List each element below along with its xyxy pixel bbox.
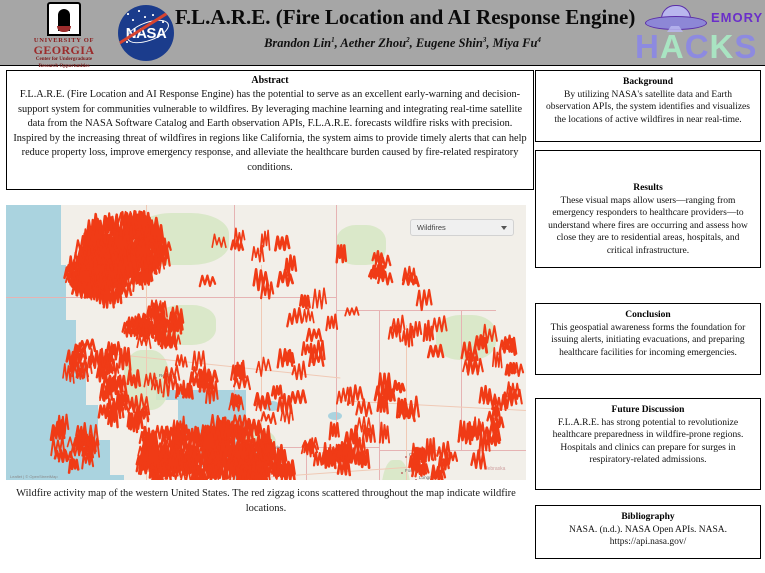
state-border xyxy=(234,205,235,297)
wildfire-map-figure: Medford Redding Chico Santa Rosa Sacrame… xyxy=(6,205,526,480)
author-list: Brandon Lin1, Aether Zhou2, Eugene Shin3… xyxy=(264,36,541,51)
conclusion-panel: Conclusion This geospatial awareness for… xyxy=(535,303,761,375)
uga-arch-icon xyxy=(47,2,81,36)
background-heading: Background xyxy=(623,77,673,87)
ufo-icon xyxy=(645,5,707,32)
page-title: F.L.A.R.E. (Fire Location and AI Respons… xyxy=(175,5,636,29)
lake xyxy=(328,412,342,420)
state-border xyxy=(379,450,526,451)
state-border xyxy=(6,297,336,298)
state-border xyxy=(461,310,462,450)
wildfire-map[interactable]: Medford Redding Chico Santa Rosa Sacrame… xyxy=(6,205,526,480)
poster-header: UNIVERSITY OF GEORGIA Center for Undergr… xyxy=(0,0,765,69)
nasa-wordmark: NASA xyxy=(125,25,167,42)
bibliography-heading: Bibliography xyxy=(621,512,675,522)
emory-wordmark: EMORY xyxy=(711,10,764,25)
uga-logo-line3: Center for Undergraduate xyxy=(35,57,93,62)
results-heading: Results xyxy=(633,183,663,193)
state-border xyxy=(336,310,496,311)
author-1: Brandon Lin1 xyxy=(264,36,335,51)
conclusion-body: This geospatial awareness forms the foun… xyxy=(550,323,746,358)
bibliography-body: NASA. (n.d.). NASA Open APIs. NASA. http… xyxy=(568,525,728,548)
city-label-ogden: Ogden xyxy=(269,445,283,450)
future-discussion-body: F.L.A.R.E. has strong potential to revol… xyxy=(552,418,744,466)
uga-logo-line1: UNIVERSITY OF xyxy=(33,37,95,44)
nasa-logo: NASA xyxy=(118,5,174,61)
author-3: Eugene Shin3 xyxy=(415,36,487,51)
state-label-nebraska: Nebraska xyxy=(484,466,506,472)
nasa-stars-icon xyxy=(118,5,174,61)
background-panel: Background By utilizing NASA's satellite… xyxy=(535,70,761,142)
uga-logo-line4: Research Opportunities xyxy=(38,64,90,69)
state-border xyxy=(306,447,307,480)
bibliography-panel: Bibliography NASA. (n.d.). NASA Open API… xyxy=(535,505,761,559)
map-caption: Wildfire activity map of the western Uni… xyxy=(16,488,516,515)
forest-region xyxy=(381,460,411,480)
conclusion-heading: Conclusion xyxy=(625,310,671,320)
abstract-body: F.L.A.R.E. (Fire Location and AI Respons… xyxy=(13,89,527,173)
wildfires-layer-label: Wildfires xyxy=(417,223,446,232)
title-block: F.L.A.R.E. (Fire Location and AI Respons… xyxy=(175,4,636,51)
city-label-longmont: Longmont xyxy=(419,475,440,480)
abstract-heading: Abstract xyxy=(251,75,289,86)
background-body: By utilizing NASA's satellite data and E… xyxy=(546,90,750,125)
lake xyxy=(264,401,280,411)
wildfires-layer-selector[interactable]: Wildfires xyxy=(410,219,514,236)
future-discussion-panel: Future Discussion F.L.A.R.E. has strong … xyxy=(535,398,761,490)
results-body: These visual maps allow users—ranging fr… xyxy=(548,196,748,256)
wildfire-marker-layer xyxy=(49,210,525,480)
author-4: Miya Fu4 xyxy=(492,36,541,51)
author-2: Aether Zhou2 xyxy=(340,36,410,51)
emory-hacks-logo: EMORY HACKS xyxy=(635,2,762,65)
map-attribution: Leaflet | © OpenStreetMap xyxy=(10,474,58,479)
chevron-down-icon[interactable] xyxy=(501,225,507,230)
results-panel: Results These visual maps allow users—ra… xyxy=(535,150,761,268)
uga-logo-line2: GEORGIA xyxy=(33,43,95,57)
uga-logo: UNIVERSITY OF GEORGIA Center for Undergr… xyxy=(18,2,110,69)
abstract-panel: Abstract F.L.A.R.E. (Fire Location and A… xyxy=(6,70,534,190)
future-discussion-heading: Future Discussion xyxy=(611,405,685,415)
hacks-wordmark: HACKS xyxy=(635,28,758,65)
